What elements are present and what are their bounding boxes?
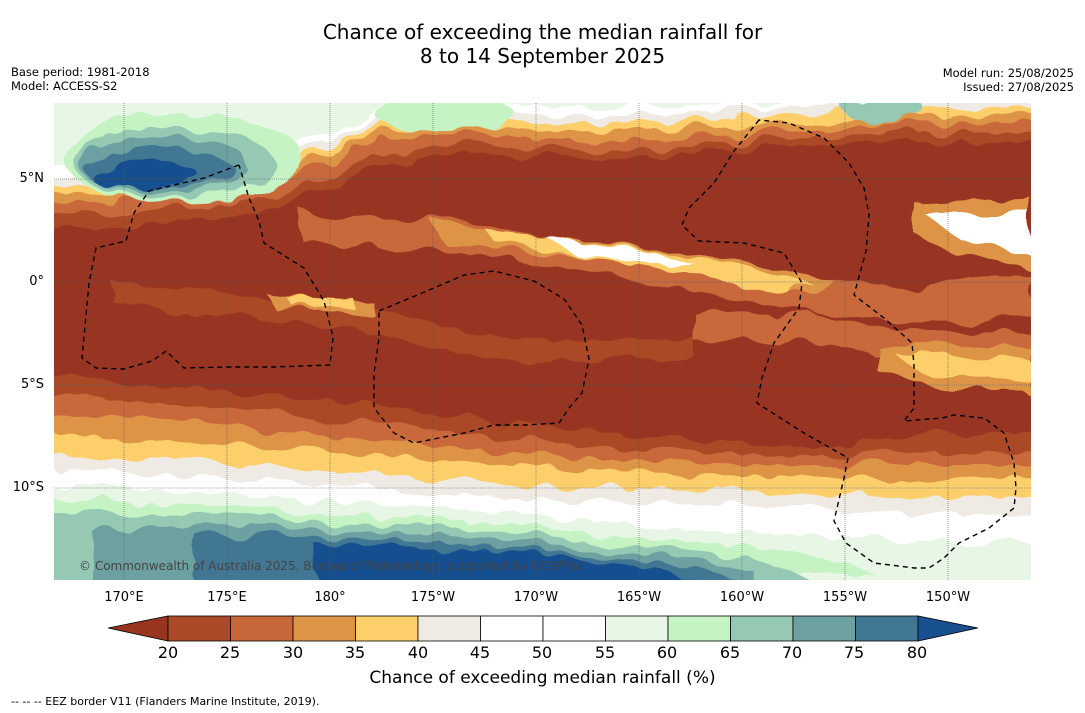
lon-label: 175°W [410, 590, 456, 605]
colorbar-segment [855, 615, 919, 642]
lon-label: 150°W [925, 590, 971, 605]
eez-legend-note: -- -- -- EEZ border V11 (Flanders Marine… [11, 695, 320, 708]
rainfall-field [54, 103, 1031, 580]
rainfall-map [54, 103, 1031, 580]
colorbar-segment [792, 615, 856, 642]
colorbar-segment [230, 615, 294, 642]
meta-right: Model run: 25/08/2025 Issued: 27/08/2025 [943, 66, 1074, 94]
colorbar-tick: 35 [344, 643, 366, 662]
model-run: Model run: 25/08/2025 [942, 66, 1074, 80]
model-name: Model: ACCESS-S2 [11, 79, 118, 93]
title-line-2: 8 to 14 September 2025 [419, 44, 666, 68]
colorbar-tick: 60 [656, 643, 678, 662]
map-canvas [54, 103, 1031, 580]
colorbar-tick: 65 [719, 643, 741, 662]
title-line-1: Chance of exceeding the median rainfall … [322, 20, 763, 44]
colorbar-segment [292, 615, 356, 642]
lon-label: 180° [314, 590, 346, 605]
colorbar-tick: 40 [407, 643, 429, 662]
issued-date: Issued: 27/08/2025 [963, 80, 1074, 94]
lon-label: 165°W [616, 590, 662, 605]
colorbar-tick: 75 [843, 643, 865, 662]
colorbar-segment [605, 615, 669, 642]
colorbar-segment [480, 615, 544, 642]
colorbar-tick: 50 [531, 643, 553, 662]
colorbar-segment [417, 615, 481, 642]
lon-label: 175°E [207, 590, 247, 605]
lat-label-10s: 10°S [12, 480, 44, 495]
colorbar-segment [667, 615, 731, 642]
meta-left: Base period: 1981-2018 Model: ACCESS-S2 [11, 65, 150, 93]
colorbar-segment [355, 615, 419, 642]
lat-label-5s: 5°S [20, 377, 44, 392]
colorbar-segment [730, 615, 794, 642]
lon-label: 155°W [822, 590, 868, 605]
lat-label-5n: 5°N [19, 171, 45, 186]
lon-label: 170°E [104, 590, 144, 605]
colorbar-tick: 30 [282, 643, 304, 662]
base-period: Base period: 1981-2018 [11, 65, 150, 79]
colorbar-tick: 70 [781, 643, 803, 662]
colorbar-label: Chance of exceeding median rainfall (%) [369, 668, 716, 688]
lon-label: 170°W [513, 590, 559, 605]
colorbar-segments [108, 615, 978, 642]
map-title: Chance of exceeding the median rainfall … [0, 20, 1085, 68]
colorbar-segment [167, 615, 231, 642]
colorbar-segment [542, 615, 606, 642]
lon-label: 160°W [719, 590, 765, 605]
colorbar-tick: 20 [157, 643, 179, 662]
graticule [54, 103, 1031, 580]
colorbar-tick: 80 [906, 643, 928, 662]
copyright-notice: © Commonwealth of Australia 2025, Bureau… [79, 559, 585, 573]
lat-label-0: 0° [29, 274, 44, 289]
colorbar [108, 615, 978, 642]
colorbar-tick: 45 [469, 643, 491, 662]
colorbar-max-arrow [917, 615, 978, 642]
colorbar-min-arrow [108, 615, 169, 642]
colorbar-tick: 55 [594, 643, 616, 662]
eez-borders [81, 119, 1017, 569]
colorbar-tick: 25 [219, 643, 241, 662]
